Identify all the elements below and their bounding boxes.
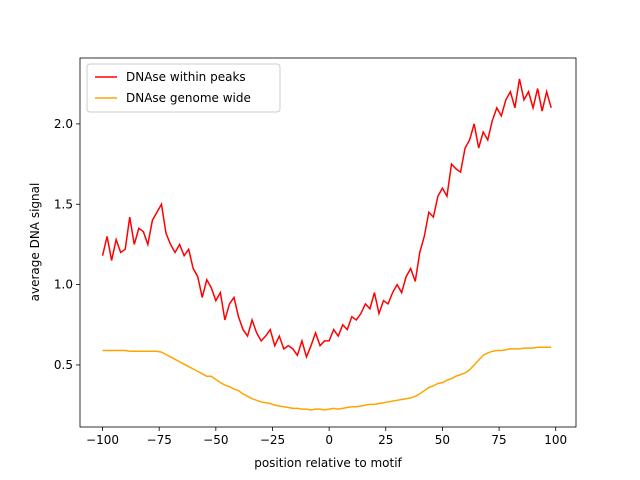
x-tick-label: 100 [544,433,567,447]
y-tick-label: 1.0 [54,278,73,292]
y-axis-label: average DNA signal [28,183,42,302]
x-tick-label: −25 [260,433,285,447]
plot-frame [79,57,577,428]
x-axis-label: position relative to motif [254,456,402,470]
legend-label: DNAse within peaks [126,70,246,84]
x-tick-label: −50 [203,433,228,447]
x-tick-label: 25 [378,433,393,447]
x-tick-label: −75 [147,433,172,447]
legend-box [86,63,281,113]
y-tick-label: 2.0 [54,117,73,131]
x-tick-label: 75 [491,433,506,447]
legend-label: DNAse genome wide [126,91,251,105]
data-line [102,346,552,411]
y-tick-label: 1.5 [54,197,73,211]
x-tick-label: −100 [86,433,119,447]
x-tick-label: 0 [325,433,333,447]
data-line [101,78,552,360]
x-tick-label: 50 [435,433,450,447]
y-tick-label: 0.5 [54,358,73,372]
